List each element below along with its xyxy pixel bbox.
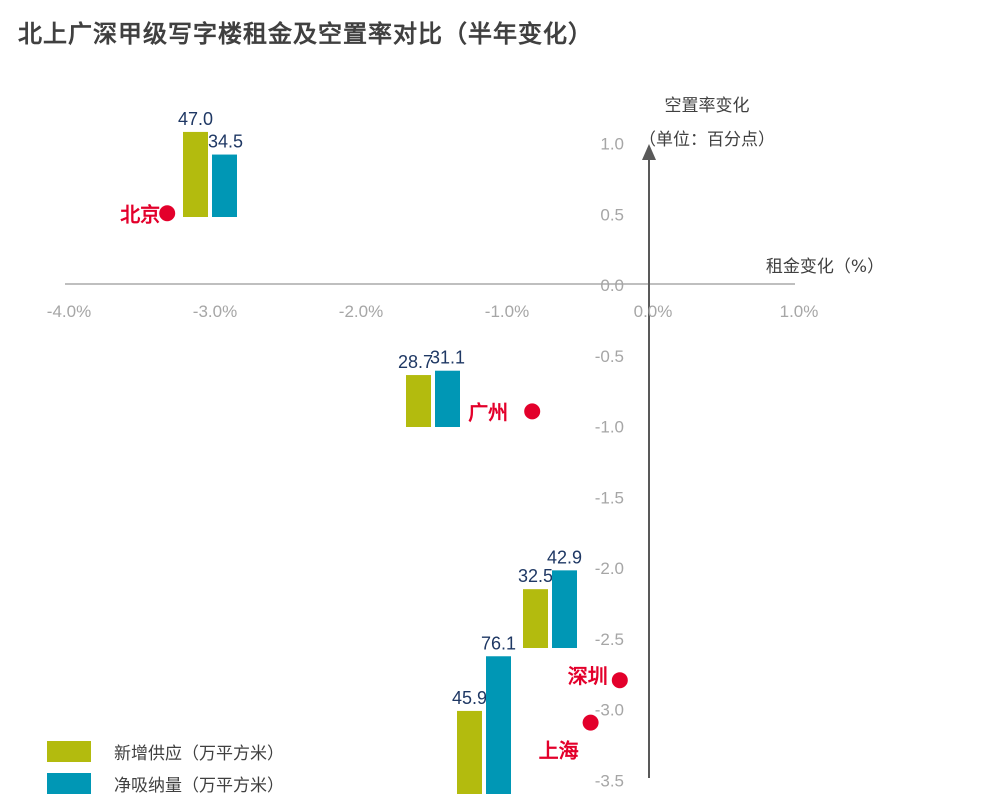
bar-value-label: 42.9 xyxy=(547,547,582,567)
y-tick-labels: 1.0 0.5 0.0 -0.5 -1.0 -1.5 -2.0 -2.5 -3.0 -3.5 xyxy=(595,135,624,791)
bar-value-label: 28.7 xyxy=(398,352,433,372)
y-tick-label: -0.5 xyxy=(595,347,624,366)
y-axis-title: 空置率变化 xyxy=(665,96,750,116)
y-tick-label: -1.5 xyxy=(595,488,624,507)
bar-value-label: 76.1 xyxy=(481,633,516,653)
net-absorption-bar xyxy=(435,370,460,427)
legend-swatch xyxy=(47,773,91,794)
y-tick-label: -1.0 xyxy=(595,418,624,437)
x-tick-label: -1.0% xyxy=(485,302,529,321)
legend-swatch xyxy=(47,741,91,762)
city-label: 上海 xyxy=(539,739,579,763)
bar-value-label: 45.9 xyxy=(452,688,487,708)
bar-value-label: 32.5 xyxy=(518,566,553,586)
bar-value-label: 34.5 xyxy=(208,132,243,152)
net-absorption-bar xyxy=(552,570,577,648)
net-absorption-bar xyxy=(212,154,237,217)
x-axis-title: 租金变化（%） xyxy=(766,257,884,277)
city-label: 广州 xyxy=(468,400,508,424)
y-tick-label: -3.5 xyxy=(595,771,624,790)
new-supply-bar xyxy=(183,131,208,217)
city-label: 北京 xyxy=(120,202,160,226)
city-point xyxy=(611,672,628,689)
city-point xyxy=(159,205,176,222)
y-tick-label: 0.5 xyxy=(600,205,624,224)
x-tick-label: 0.0% xyxy=(634,302,673,321)
axes xyxy=(65,144,795,778)
y-tick-label: -3.0 xyxy=(595,701,624,720)
y-tick-label: 0.0 xyxy=(600,276,624,295)
net-absorption-bar xyxy=(486,656,511,794)
bar-value-label: 31.1 xyxy=(430,348,465,368)
x-tick-label: -3.0% xyxy=(193,302,237,321)
y-tick-label: -2.5 xyxy=(595,630,624,649)
x-tick-label: -4.0% xyxy=(47,302,91,321)
city-point xyxy=(582,714,599,731)
legend: 新增供应（万平方米） 净吸纳量（万平方米） xyxy=(47,741,284,796)
x-tick-label: 1.0% xyxy=(780,302,819,321)
y-tick-label: 1.0 xyxy=(600,135,624,154)
x-tick-labels: -4.0% -3.0% -2.0% -1.0% 0.0% 1.0% xyxy=(47,302,819,321)
x-tick-label: -2.0% xyxy=(339,302,383,321)
y-axis-arrow-icon xyxy=(642,144,656,160)
new-supply-bar xyxy=(406,375,431,427)
new-supply-bar xyxy=(457,710,482,794)
bar-value-label: 47.0 xyxy=(178,109,213,129)
city-label: 深圳 xyxy=(568,664,608,688)
y-tick-label: -2.0 xyxy=(595,559,624,578)
legend-label: 新增供应（万平方米） xyxy=(114,744,284,764)
city-point xyxy=(524,403,541,420)
bar-groups: 47.0 34.5 28.731.1 32.542.9 45.9 76.1 xyxy=(178,109,582,794)
y-axis-unit: （单位：百分点） xyxy=(639,130,775,150)
new-supply-bar xyxy=(523,589,548,648)
legend-label: 净吸纳量（万平方米） xyxy=(114,776,284,796)
chart-title: 北上广深甲级写字楼租金及空置率对比（半年变化） xyxy=(18,20,593,48)
